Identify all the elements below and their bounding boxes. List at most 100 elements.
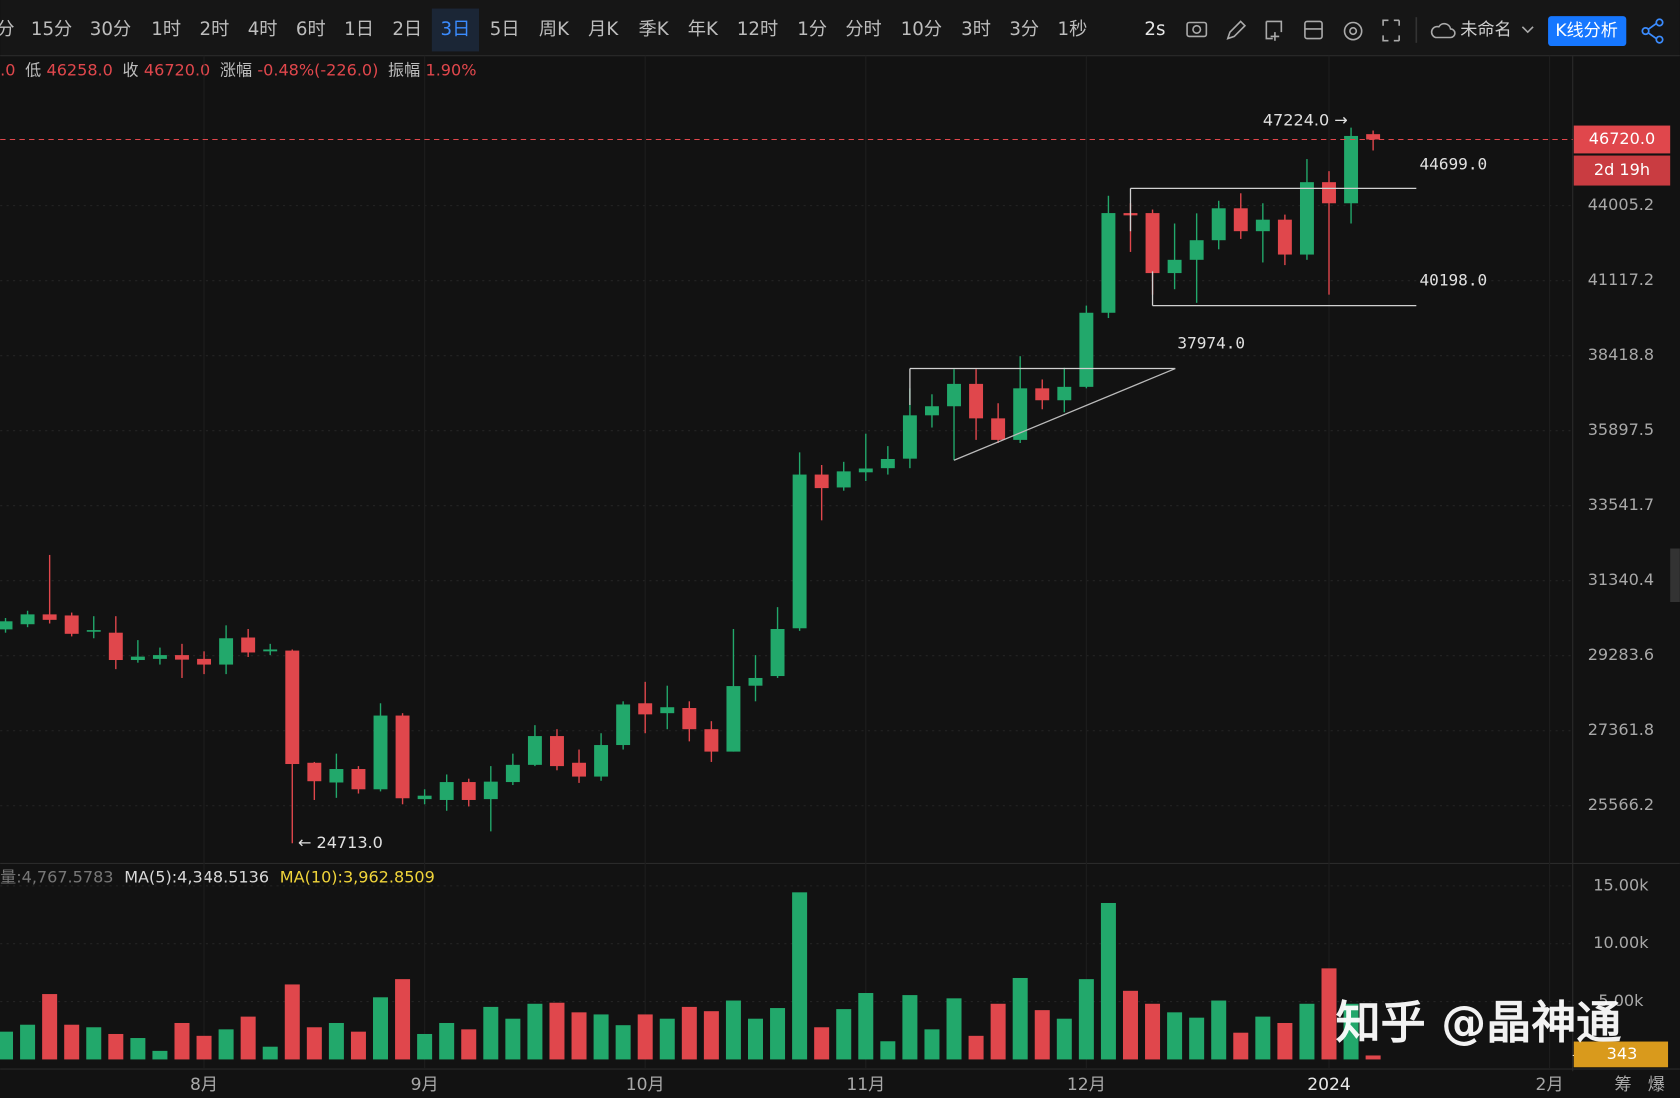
volume-bar [747, 1018, 763, 1060]
interval-button[interactable]: 1秒 [1058, 19, 1088, 40]
y-tick-label: 25566.2 [1588, 795, 1654, 814]
interval-button[interactable]: 分 [0, 19, 15, 40]
countdown-label: 2d 19h [1594, 160, 1650, 179]
x-tick-label: 10月 [626, 1075, 665, 1095]
candle-body [1057, 386, 1072, 401]
candle-body [924, 406, 939, 416]
candle-body [991, 418, 1006, 440]
candle-body [880, 458, 895, 469]
last-price-tag [1573, 125, 1671, 154]
watermark: 知乎 @晶神通 [1336, 996, 1622, 1049]
candle-body [748, 677, 763, 686]
volume-bar [505, 1018, 521, 1060]
volume-bar [681, 1006, 697, 1060]
volume-bar [637, 1014, 653, 1060]
volume-bar [262, 1046, 278, 1060]
interval-button[interactable]: 4时 [248, 19, 278, 40]
x-tick-label: 9月 [411, 1075, 439, 1095]
toolbar-icons[interactable] [1186, 17, 1534, 43]
candle-body [1322, 182, 1336, 204]
annotation-label: 44699.0 [1420, 154, 1488, 173]
last-volume-label: 343 [1607, 1044, 1638, 1063]
volume-header: 量:4,767.5783 MA(5):4,348.5136 MA(10):3,962… [0, 867, 435, 886]
candle-body [704, 729, 719, 752]
volume-bar [0, 1031, 14, 1060]
candle-body [417, 795, 432, 800]
annotation-label: ← 24713.0 [298, 833, 383, 852]
interval-button[interactable]: 1时 [151, 19, 181, 40]
volume-bar [1189, 1017, 1205, 1060]
triangle-diagonal [953, 367, 1176, 461]
interval-button[interactable]: 分时 [845, 19, 881, 40]
interval-button[interactable]: 1日 [344, 19, 374, 40]
candle-body [1167, 259, 1182, 274]
interval-button[interactable]: 5日 [490, 19, 520, 40]
candle-body [770, 629, 785, 677]
x-tick-label: 11月 [846, 1075, 885, 1095]
volume-bar [527, 1003, 543, 1060]
volume-bar [659, 1018, 675, 1060]
interval-button[interactable]: 12时 [737, 19, 778, 40]
interval-button[interactable]: 15分 [31, 19, 72, 40]
last-volume-tag [1573, 1041, 1669, 1068]
candle-body [351, 769, 366, 790]
candle-body [1079, 312, 1094, 387]
candle-body [197, 658, 212, 665]
volume-bar [152, 1050, 168, 1060]
volume-bar [946, 998, 962, 1060]
y-tick-label: 31340.4 [1588, 570, 1654, 589]
share-icon[interactable] [1641, 18, 1664, 44]
candle-body [263, 649, 278, 652]
volume-bar [1122, 990, 1138, 1060]
interval-button[interactable]: 30分 [90, 19, 131, 40]
candle-body [594, 745, 609, 777]
volume-bar [703, 1011, 719, 1060]
toolbar [0, 0, 1680, 56]
interval-button[interactable]: 10分 [901, 19, 942, 40]
side-handle[interactable] [1670, 548, 1680, 603]
analysis-button-bg[interactable] [1548, 16, 1627, 47]
volume-bar [196, 1035, 212, 1060]
info-label: 收 [123, 60, 139, 79]
y-tick-label: 38418.8 [1588, 345, 1654, 364]
volume-tick-label: 10.00k [1593, 933, 1649, 952]
interval-button[interactable]: 周K [539, 19, 570, 40]
candle-body [1101, 213, 1116, 313]
refresh-rate[interactable]: 2s [1144, 19, 1165, 40]
candle-body [792, 474, 807, 629]
volume-bar [1299, 1003, 1315, 1060]
candle-body [219, 638, 234, 665]
x-tick-label: 2月 [1536, 1075, 1564, 1095]
interval-button[interactable]: 3时 [961, 19, 991, 40]
interval-button[interactable]: 季K [639, 19, 670, 40]
info-value: 46258.0 [47, 60, 113, 79]
candle-body [969, 383, 984, 419]
interval-button[interactable]: 2时 [200, 19, 230, 40]
interval-button[interactable]: 1分 [797, 19, 827, 40]
interval-button[interactable]: 6时 [296, 19, 326, 40]
volume-label: 量:4,767.5783 [0, 867, 113, 886]
volume-bar [1100, 902, 1116, 1060]
interval-button[interactable]: 月K [588, 19, 619, 40]
candle-body [373, 715, 388, 790]
volume-bar [328, 1022, 344, 1060]
ma5-label: MA(5):4,348.5136 [124, 867, 269, 886]
volume-bar [20, 1024, 36, 1060]
volume-bar [1321, 968, 1337, 1060]
layout-name[interactable]: 未命名 [1460, 20, 1511, 40]
interval-button[interactable]: 3分 [1009, 19, 1039, 40]
x-tick-label: 12月 [1067, 1075, 1106, 1095]
corner-button[interactable]: 筹 [1614, 1075, 1631, 1095]
corner-button[interactable]: 爆 [1648, 1075, 1665, 1095]
candle-body [638, 703, 653, 715]
y-tick-label: 41117.2 [1588, 270, 1654, 289]
interval-button[interactable]: 年K [688, 19, 719, 40]
candle-body [1035, 388, 1050, 401]
interval-button[interactable]: 3日 [441, 19, 471, 40]
interval-button[interactable]: 2日 [392, 19, 422, 40]
volume-bar [1211, 1000, 1227, 1060]
analysis-button[interactable]: K线分析 [1555, 21, 1618, 41]
info-value: .0 [0, 60, 15, 79]
volume-bar [968, 1035, 984, 1060]
